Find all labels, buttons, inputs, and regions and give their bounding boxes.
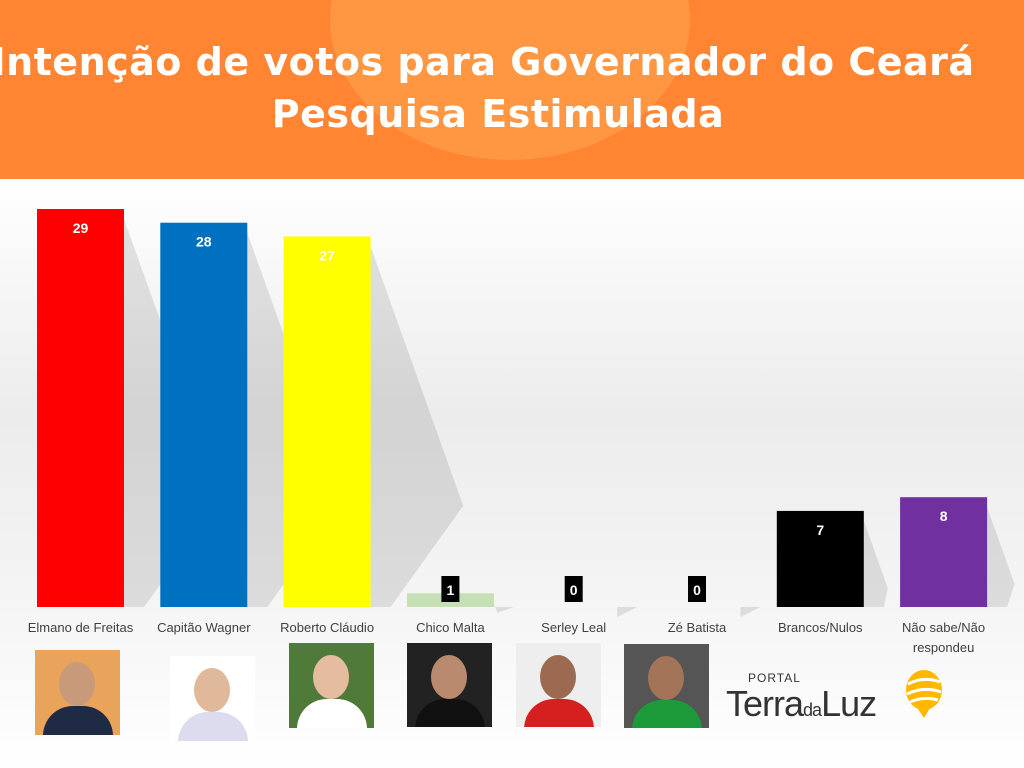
bar-shadow — [863, 520, 888, 607]
data-label: 0 — [570, 582, 578, 598]
chart-subtitle: Pesquisa Estimulada — [271, 92, 725, 136]
category-label: Capitão Wagner — [157, 620, 251, 635]
data-label: 27 — [319, 247, 335, 263]
data-label: 8 — [940, 508, 948, 524]
sun-icon — [906, 670, 942, 718]
bar-shadow — [740, 607, 761, 617]
candidate-photo — [170, 656, 255, 741]
data-label-bg — [441, 576, 460, 602]
bar-shadow — [987, 507, 1015, 607]
logo-portal: PORTAL — [748, 671, 801, 685]
bar-7 — [900, 497, 988, 607]
bar-shadow — [493, 603, 514, 613]
candidate-photo — [35, 650, 120, 735]
logo-luz: Luz — [821, 683, 877, 724]
candidate-photo — [624, 644, 709, 728]
category-label: Elmano de Freitas — [27, 620, 134, 635]
data-label: 0 — [693, 582, 701, 598]
data-label: 29 — [73, 220, 89, 236]
data-label: 7 — [816, 522, 824, 538]
category-label: Chico Malta — [416, 620, 485, 635]
category-label: Serley Leal — [541, 620, 607, 635]
bar-2 — [283, 236, 371, 607]
bar-0 — [37, 209, 124, 607]
category-label: Roberto Cláudio — [280, 620, 375, 635]
category-label: Não sabe/Não respondeu — [902, 620, 986, 655]
data-label-bg — [688, 576, 706, 602]
header: Intenção de votos para Governador do Cea… — [0, 0, 1024, 179]
data-label: 28 — [196, 234, 212, 250]
bar-6 — [776, 510, 864, 607]
candidate-photo — [407, 643, 492, 727]
candidate-photo — [516, 643, 601, 727]
chart-title: Intenção de votos para Governador do Cea… — [0, 40, 975, 84]
category-label: Brancos/Nulos — [778, 620, 863, 635]
logo-da: da — [803, 700, 822, 720]
data-label: 1 — [447, 582, 455, 598]
bar-shadow — [370, 246, 464, 607]
bar-1 — [160, 222, 248, 608]
candidate-photo — [289, 643, 374, 728]
bar-shadow — [617, 607, 638, 617]
data-label-bg — [564, 576, 583, 602]
category-label: Zé Batista — [667, 620, 727, 635]
logo-terra: Terra — [726, 683, 804, 724]
